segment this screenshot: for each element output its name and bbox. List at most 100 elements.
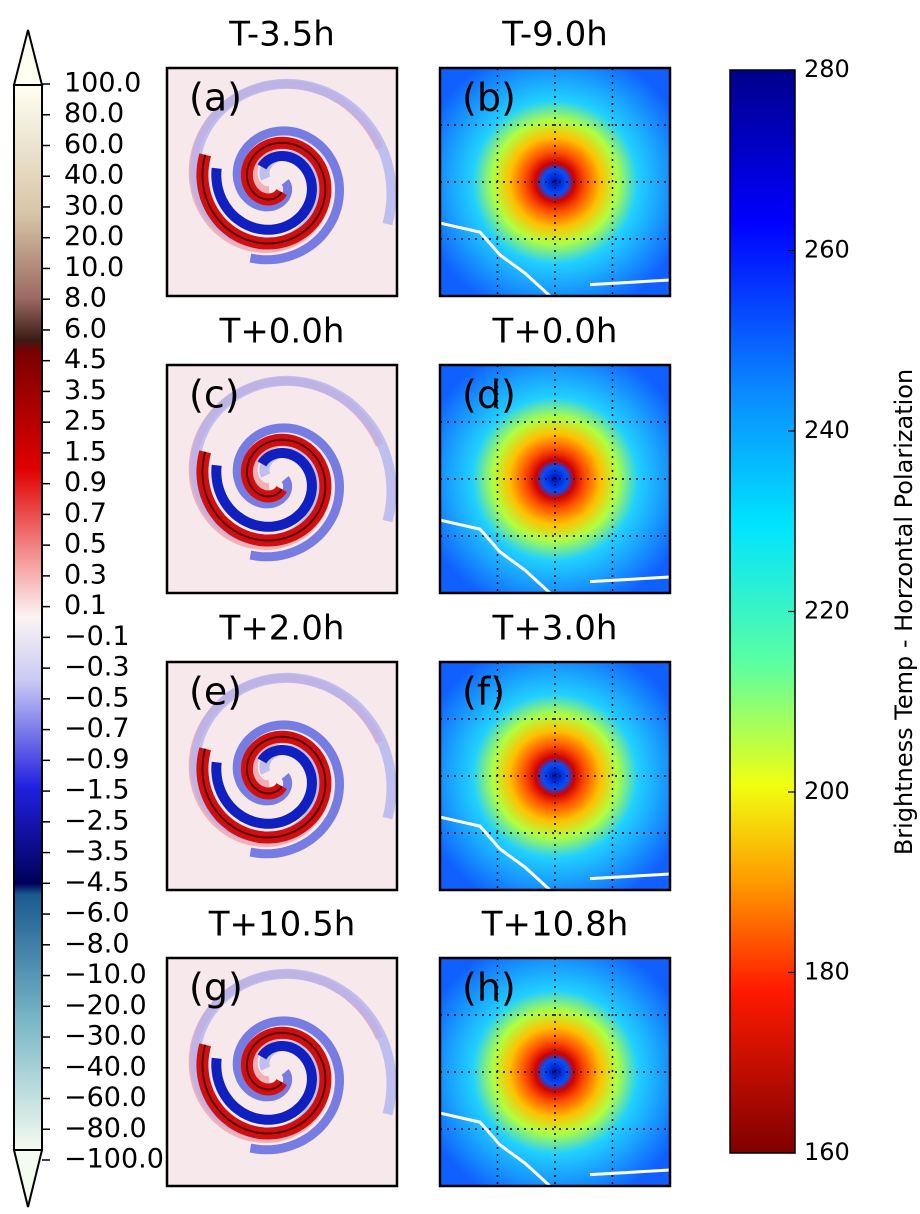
vortex-band [232, 1016, 345, 1155]
tick-label: −20.0 [64, 990, 147, 1021]
panel: (e) T+2.0h [165, 609, 399, 892]
tick-label: 8.0 [64, 283, 107, 314]
tick-label: 40.0 [64, 160, 124, 191]
tick-label: −60.0 [64, 1082, 147, 1113]
vortex-band [201, 141, 327, 245]
vortex-band [211, 745, 317, 829]
panel-image [167, 662, 397, 890]
tick-label: −6.0 [64, 898, 130, 929]
coastline [440, 1111, 670, 1186]
panel-frame [165, 66, 399, 298]
tick-label: −30.0 [64, 1021, 147, 1052]
panel-frame [438, 660, 672, 892]
panel: (b) T-9.0h [438, 15, 672, 298]
vortex-band [232, 126, 345, 265]
panel-image [167, 68, 397, 296]
panel-label: (c) [189, 373, 240, 417]
tick-label: 200 [804, 777, 850, 805]
tick-label: −8.0 [64, 928, 130, 959]
tick-label: 260 [804, 236, 850, 264]
panel-label: (a) [189, 76, 242, 120]
tick-label: −0.7 [64, 713, 130, 744]
tick-label: −1.5 [64, 775, 130, 806]
tick-label: 100.0 [64, 68, 141, 99]
vortex-band [201, 1031, 327, 1135]
colorbar-label: Brightness Temp - Horzontal Polarization [890, 369, 918, 855]
colorbar-extend-bottom [12, 1149, 44, 1208]
tick-label: 80.0 [64, 98, 124, 129]
colorbar-extend-top [12, 29, 44, 86]
tick-label: −0.5 [64, 682, 130, 713]
tick-label: 10.0 [64, 252, 124, 283]
tick-label: 220 [804, 597, 850, 625]
tick-label: 280 [804, 55, 850, 83]
panel-label: (f) [462, 670, 505, 714]
panel-title: T+0.0h [492, 312, 618, 352]
tick-label: 1.5 [64, 436, 107, 467]
panel-image [440, 68, 670, 296]
tick-label: 2.5 [64, 406, 107, 437]
panel-title: T+2.0h [219, 609, 345, 649]
tick-label: 0.3 [64, 559, 107, 590]
panel-frame [438, 66, 672, 298]
panel-title: T-9.0h [501, 15, 608, 55]
tick-label: 0.9 [64, 467, 107, 498]
tick-label: −3.5 [64, 836, 130, 867]
panel: (g) T+10.5h [165, 905, 399, 1188]
panel-frame [438, 363, 672, 595]
panel-title: T+3.0h [492, 609, 618, 649]
vortex-band [232, 720, 345, 859]
panel-label: (h) [462, 966, 516, 1010]
tick-label: 0.7 [64, 498, 107, 529]
vortex-band [201, 735, 327, 839]
panel: (f) T+3.0h [438, 609, 672, 892]
tick-label: −0.9 [64, 744, 130, 775]
vortex-band [232, 423, 345, 562]
tick-label: −0.1 [64, 621, 130, 652]
tick-label: 4.5 [64, 344, 107, 375]
panel: (a) T-3.5h [165, 15, 399, 298]
vortex-band [211, 151, 317, 235]
panel-title: T+0.0h [219, 312, 345, 352]
tick-label: 180 [804, 958, 850, 986]
panel-image [167, 365, 397, 593]
panel-image [440, 958, 670, 1186]
tick-label: 6.0 [64, 313, 107, 344]
vortex-band [211, 1041, 317, 1125]
right-colorbar [729, 69, 796, 1154]
coastline [440, 518, 670, 593]
panel-image [167, 958, 397, 1186]
panel-title: T+10.5h [208, 905, 356, 945]
panel-image [440, 365, 670, 593]
panel-label: (d) [462, 373, 516, 417]
tick-label: −2.5 [64, 805, 130, 836]
panel-frame [438, 956, 672, 1188]
panel: (c) T+0.0h [165, 312, 399, 595]
tick-label: 3.5 [64, 375, 107, 406]
tick-label: 0.5 [64, 529, 107, 560]
tick-label: 240 [804, 416, 850, 444]
tick-label: 160 [804, 1138, 850, 1166]
panel-title: T-3.5h [228, 15, 335, 55]
tick-label: −4.5 [64, 867, 130, 898]
panel-frame [165, 956, 399, 1188]
coastline [440, 221, 670, 296]
panel-title: T+10.8h [481, 905, 629, 945]
tick-label: −80.0 [64, 1113, 147, 1144]
panel-frame [165, 660, 399, 892]
tick-label: 30.0 [64, 190, 124, 221]
tick-label: −40.0 [64, 1051, 147, 1082]
vortex-band [201, 438, 327, 542]
panel: (d) T+0.0h [438, 312, 672, 595]
left-colorbar [13, 84, 43, 1151]
tick-label: 20.0 [64, 221, 124, 252]
vortex-band [211, 448, 317, 532]
panel-label: (g) [189, 966, 243, 1010]
tick-label: 60.0 [64, 129, 124, 160]
coastline [440, 815, 670, 890]
panel: (h) T+10.8h [438, 905, 672, 1188]
tick-label: −0.3 [64, 652, 130, 683]
tick-label: 0.1 [64, 590, 107, 621]
tick-label: −100.0 [64, 1144, 164, 1175]
